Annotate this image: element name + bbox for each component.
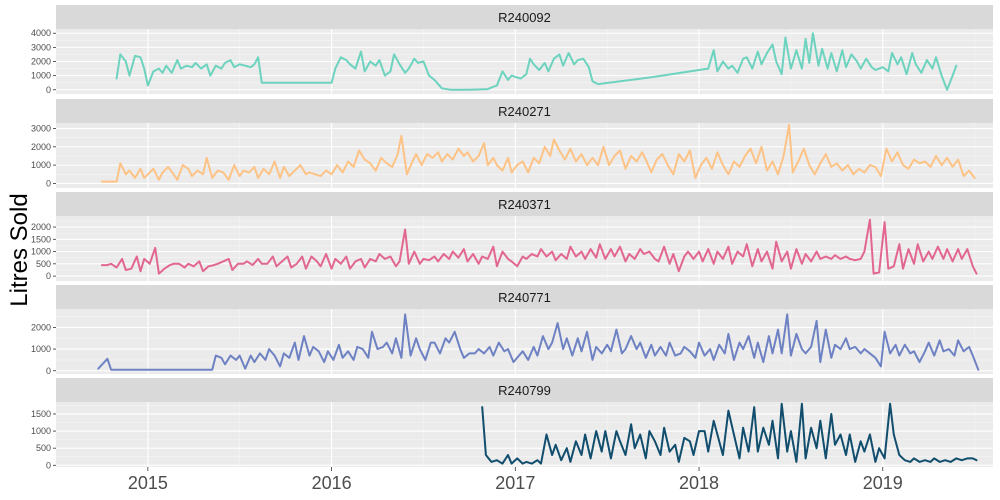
y-tick-label: 3000	[31, 42, 51, 52]
facet-title: R240371	[498, 197, 551, 212]
y-tick-label: 2000	[31, 142, 51, 152]
x-tick-label: 2018	[679, 473, 719, 493]
series-line-R240092	[115, 32, 958, 91]
x-tick-label: 2019	[863, 473, 903, 493]
facet-panel: R240271 0 1000 2000 3000	[31, 99, 993, 188]
facet-title: R240799	[498, 383, 551, 398]
panel-background	[56, 123, 993, 188]
series-line-R240271	[100, 123, 976, 183]
facet-strip	[56, 192, 993, 216]
series-line-R240771	[97, 313, 980, 371]
y-tick-label: 4000	[31, 28, 51, 38]
y-tick-label: 1500	[31, 234, 51, 244]
panel-background	[56, 216, 993, 281]
y-tick-label: 0	[46, 460, 51, 470]
facet-panel: R240799 0 500 1000 1500	[31, 378, 993, 470]
facet-panel: R240371 0 500 1000 1500 2000	[31, 192, 993, 281]
y-tick-label: 1000	[31, 160, 51, 170]
facet-strip	[56, 285, 993, 309]
series-line-R240799	[481, 402, 978, 465]
facet-strip	[56, 378, 993, 402]
y-tick-label: 2000	[31, 57, 51, 67]
y-tick-label: 1500	[31, 409, 51, 419]
y-tick-label: 2000	[31, 322, 51, 332]
facet-title: R240771	[498, 290, 551, 305]
x-tick-label: 2015	[128, 473, 168, 493]
y-tick-label: 0	[46, 366, 51, 376]
panel-background	[56, 309, 993, 374]
y-tick-label: 500	[36, 259, 51, 269]
facet-title: R240092	[498, 10, 551, 25]
panel-background	[56, 402, 993, 467]
series-line-R240371	[100, 218, 978, 275]
y-tick-label: 1000	[31, 426, 51, 436]
y-tick-label: 0	[46, 85, 51, 95]
y-tick-label: 3000	[31, 123, 51, 133]
facet-title: R240271	[498, 104, 551, 119]
x-tick-label: 2017	[495, 473, 535, 493]
y-tick-label: 2000	[31, 222, 51, 232]
y-tick-label: 500	[36, 443, 51, 453]
y-tick-label: 0	[46, 178, 51, 188]
facet-panel: R240771 0 1000 2000	[31, 285, 993, 376]
y-tick-label: 1000	[31, 344, 51, 354]
facet-panel: R240092 0 1000 2000 3000 4000	[31, 5, 993, 95]
facet-strip	[56, 5, 993, 29]
facet-strip	[56, 99, 993, 123]
y-tick-label: 1000	[31, 71, 51, 81]
x-tick-label: 2016	[312, 473, 352, 493]
y-tick-label: 1000	[31, 247, 51, 257]
y-tick-label: 0	[46, 271, 51, 281]
